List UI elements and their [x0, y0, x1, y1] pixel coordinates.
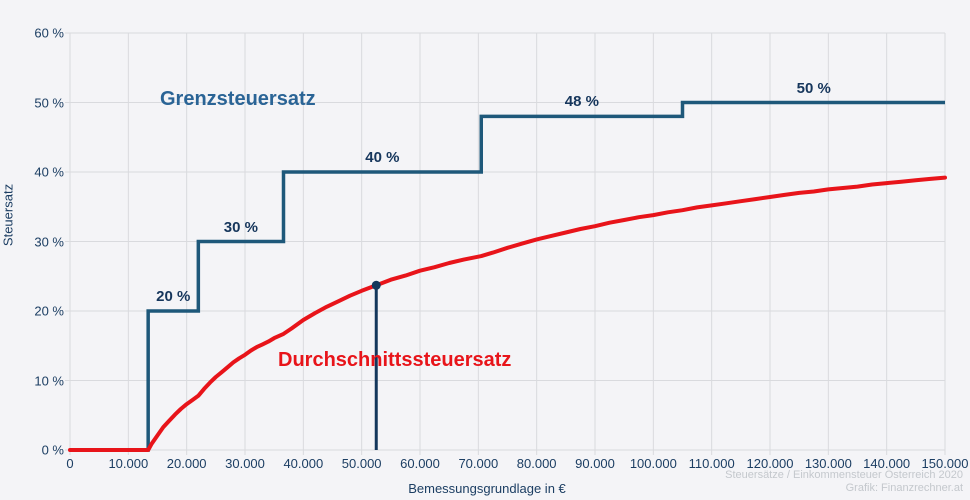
x-tick-label: 130.000 — [804, 456, 852, 471]
y-tick-label: 20 % — [34, 303, 64, 319]
y-tick-label: 30 % — [34, 234, 64, 249]
series-label-grenzsteuersatz: Grenzsteuersatz — [160, 88, 316, 110]
x-tick-label: 30.000 — [225, 456, 265, 471]
x-tick-label: 0 — [66, 456, 74, 471]
x-tick-label: 80.000 — [516, 456, 557, 471]
x-tick-label: 50.000 — [341, 456, 382, 471]
attribution-line2: Grafik: Finanzrechner.at — [845, 482, 963, 494]
average-rate-curve — [68, 175, 947, 452]
step-rate-label: 50 % — [796, 79, 831, 97]
x-tick-label: 20.000 — [166, 456, 207, 471]
x-tick-label: 140.000 — [863, 456, 911, 471]
y-tick-label: 50 % — [34, 95, 64, 110]
x-tick-label: 120.000 — [746, 456, 794, 471]
x-tick-label: 40.000 — [283, 456, 324, 471]
x-axis-title: Bemessungsgrundlage in € — [408, 481, 566, 496]
series-label-durchschnittssteuersatz: Durchschnittssteuersatz — [278, 349, 512, 371]
x-tick-label: 110.000 — [688, 456, 735, 471]
step-rate-label: 40 % — [365, 149, 400, 166]
y-tick-label: 60 % — [34, 25, 64, 41]
marginal-rate-step-line — [70, 100, 945, 452]
y-tick-label: 10 % — [34, 373, 64, 388]
attribution: Steuersätze / Einkommensteuer Österreich… — [725, 469, 963, 495]
step-rate-label: 48 % — [564, 93, 599, 111]
marker-dot — [371, 280, 381, 290]
attribution-line1: Steuersätze / Einkommensteuer Österreich… — [725, 469, 963, 481]
step-rate-label: 20 % — [156, 288, 191, 305]
x-tick-label: 70.000 — [458, 456, 499, 471]
y-tick-label: 0 % — [41, 442, 64, 458]
y-tick-label: 40 % — [34, 164, 64, 180]
x-tick-label: 100.000 — [629, 456, 677, 471]
x-tick-label: 10.000 — [108, 456, 149, 471]
step-rate-label: 30 % — [223, 218, 259, 236]
x-tick-label: 60.000 — [400, 456, 440, 471]
x-tick-label: 150.000 — [921, 456, 969, 471]
x-tick-label: 90.000 — [575, 456, 615, 471]
